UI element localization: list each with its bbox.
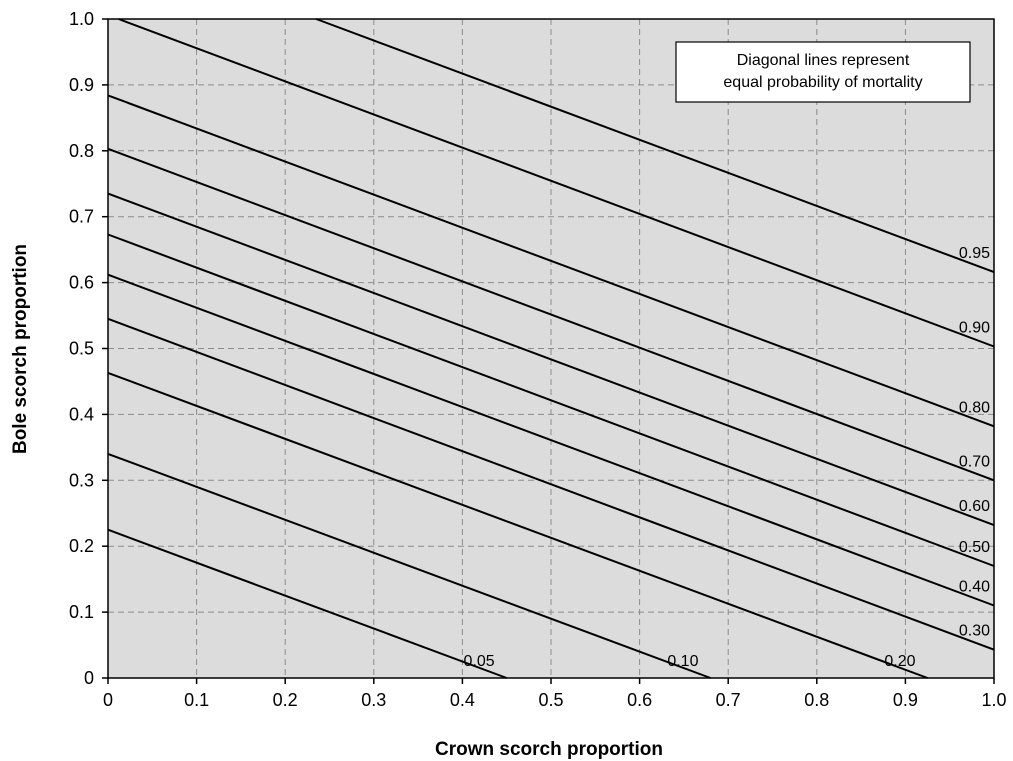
gridlines	[108, 19, 994, 678]
y-tick-label: 0.7	[69, 207, 94, 227]
annotation-line-1: Diagonal lines represent	[737, 52, 910, 69]
x-tick-label: 0.1	[184, 690, 209, 710]
mortality-line-0.30	[107, 317, 995, 651]
line-label-0.05: 0.05	[464, 653, 495, 670]
probability-lines	[107, 18, 995, 679]
axis-ticks: 0 0.1 0.2 0.3 0.4 0.5 0.6 0.7 0.8 0.9 1.0 0 0.1 0.2 0.…	[69, 9, 1007, 710]
line-labels: 0.05 0.10 0.20 0.30 0.40 0.50 0.60 0.70 0.80 0.90…	[464, 245, 991, 670]
mortality-line-0.60	[107, 192, 995, 527]
y-tick-label: 1.0	[69, 9, 94, 29]
x-tick-label: 0.2	[273, 690, 298, 710]
line-label-0.90: 0.90	[959, 320, 990, 337]
line-label-0.50: 0.50	[959, 539, 990, 556]
mortality-line-0.90	[118, 18, 995, 348]
line-label-0.80: 0.80	[959, 399, 990, 416]
annotation-box: Diagonal lines represent equal probabili…	[675, 41, 971, 103]
mortality-line-0.50	[107, 233, 995, 567]
line-label-0.40: 0.40	[959, 579, 990, 596]
mortality-line-0.95	[315, 18, 995, 274]
line-label-0.30: 0.30	[959, 623, 990, 640]
x-tick-label: 0.3	[361, 690, 386, 710]
mortality-line-0.80	[107, 94, 995, 428]
mortality-line-0.20	[107, 371, 928, 679]
line-label-0.70: 0.70	[959, 453, 990, 470]
x-tick-label: 0.5	[538, 690, 563, 710]
y-tick-label: 0.6	[69, 273, 94, 293]
line-label-0.60: 0.60	[959, 498, 990, 515]
mortality-line-0.40	[107, 273, 995, 607]
x-tick-label: 1.0	[981, 690, 1006, 710]
y-tick-label: 0.4	[69, 404, 94, 424]
mortality-line-0.10	[107, 452, 711, 679]
y-tick-label: 0.2	[69, 536, 94, 556]
line-label-0.95: 0.95	[959, 245, 990, 262]
x-tick-label: 0.8	[804, 690, 829, 710]
annotation-line-2: equal probability of mortality	[723, 74, 922, 91]
y-tick-label: 0.1	[69, 602, 94, 622]
x-tick-label: 0.4	[450, 690, 475, 710]
y-tick-label: 0.5	[69, 339, 94, 359]
y-axis-title: Bole scorch proportion	[10, 244, 31, 454]
y-tick-label: 0.9	[69, 75, 94, 95]
line-label-0.10: 0.10	[667, 653, 698, 670]
line-label-0.20: 0.20	[884, 653, 915, 670]
y-tick-label: 0	[84, 668, 94, 688]
x-tick-label: 0.7	[716, 690, 741, 710]
mortality-line-0.05	[107, 528, 508, 679]
x-tick-label: 0.9	[893, 690, 918, 710]
mortality-line-0.70	[107, 147, 995, 482]
y-tick-label: 0.3	[69, 470, 94, 490]
x-axis-title: Crown scorch proportion	[435, 739, 663, 760]
x-tick-label: 0	[103, 690, 113, 710]
y-tick-label: 0.8	[69, 141, 94, 161]
x-tick-label: 0.6	[627, 690, 652, 710]
